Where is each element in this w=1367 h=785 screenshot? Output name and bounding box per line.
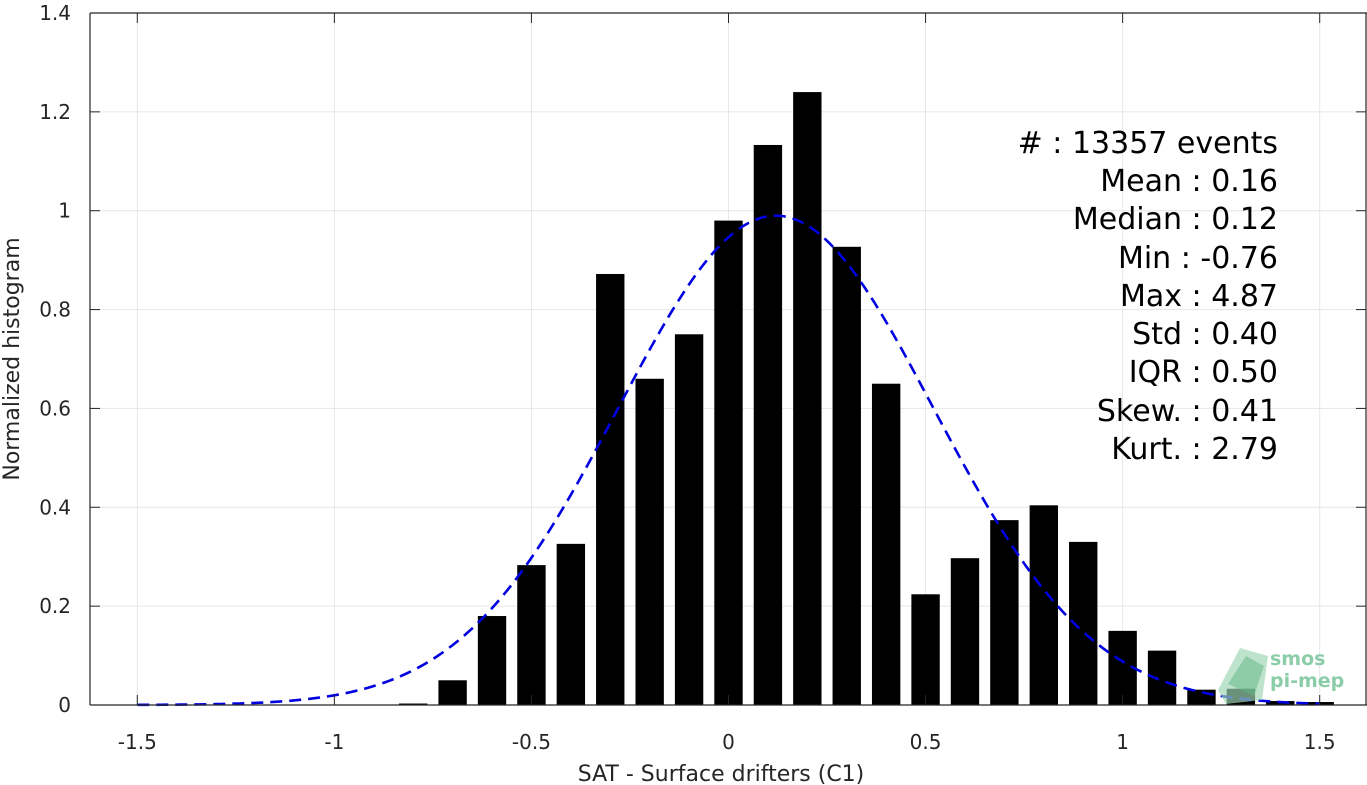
x-tick-label: -1.5 <box>118 730 157 754</box>
stat-line: Max : 4.87 <box>1120 279 1278 314</box>
histogram-bar <box>477 616 507 705</box>
x-axis-ticks: -1.5 -1 -0.5 0 0.5 1 1.5 <box>118 13 1336 754</box>
histogram-bar <box>399 703 428 705</box>
histogram-bar <box>674 334 704 705</box>
histogram-bar <box>438 680 467 705</box>
histogram-bar <box>596 273 625 705</box>
histogram-bars <box>399 92 1334 706</box>
x-axis-label: SAT - Surface drifters (C1) <box>578 762 865 785</box>
logo-line2: pi-mep <box>1270 670 1344 692</box>
y-tick-label: 0.6 <box>39 396 71 420</box>
x-tick-label: 0 <box>722 730 735 754</box>
x-tick-label: -1 <box>324 730 344 754</box>
x-tick-label: 1 <box>1116 730 1129 754</box>
stat-line: Kurt. : 2.79 <box>1111 432 1278 467</box>
x-tick-label: -0.5 <box>512 730 551 754</box>
histogram-bar <box>517 565 546 705</box>
histogram-bar <box>832 246 861 705</box>
histogram-bar <box>635 378 664 705</box>
smos-pi-mep-logo: smos pi-mep <box>1218 648 1344 704</box>
y-tick-label: 0.4 <box>39 495 71 519</box>
y-tick-label: 1.2 <box>39 100 71 124</box>
y-axis-ticks: 0 0.2 0.4 0.6 0.8 1 1.2 1.4 <box>39 1 1366 717</box>
logo-shape <box>1228 656 1264 696</box>
stat-line: Min : -0.76 <box>1118 241 1278 276</box>
histogram-bar <box>990 520 1019 705</box>
stat-line: Mean : 0.16 <box>1100 164 1278 199</box>
stat-line: # : 13357 events <box>1018 126 1278 161</box>
stat-line: Skew. : 0.41 <box>1097 394 1278 429</box>
y-tick-label: 0.2 <box>39 594 71 618</box>
logo-line1: smos <box>1270 648 1325 670</box>
stat-line: Std : 0.40 <box>1132 317 1278 352</box>
x-tick-label: 0.5 <box>910 730 942 754</box>
y-tick-label: 0 <box>58 693 71 717</box>
histogram-bar <box>871 383 901 705</box>
x-tick-label: 1.5 <box>1304 730 1336 754</box>
y-axis-label: Normalized histogram <box>0 237 25 480</box>
y-tick-label: 0.8 <box>39 298 71 322</box>
stat-line: Median : 0.12 <box>1073 202 1278 237</box>
stat-line: IQR : 0.50 <box>1129 355 1278 390</box>
y-tick-label: 1 <box>58 199 71 223</box>
histogram-bar <box>556 543 586 705</box>
histogram-bar <box>1187 689 1216 705</box>
histogram-bar <box>1029 505 1058 705</box>
histogram-bar <box>753 144 783 705</box>
histogram-bar <box>950 558 980 705</box>
y-tick-label: 1.4 <box>39 1 71 25</box>
histogram-bar <box>911 594 940 705</box>
histogram-bar <box>793 92 822 706</box>
histogram-bar <box>714 220 743 705</box>
